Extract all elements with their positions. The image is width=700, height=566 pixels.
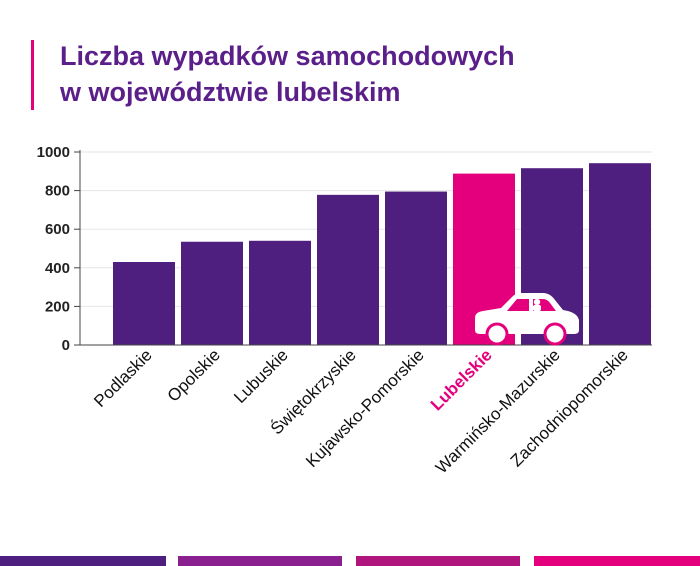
bar-lubuskie — [249, 240, 311, 345]
x-tick-label: Lubelskie — [427, 345, 496, 414]
y-tick-label: 0 — [62, 337, 70, 354]
bar-zachodniopomorskie — [589, 163, 651, 345]
y-tick-label: 1000 — [37, 144, 70, 161]
bars — [113, 163, 651, 345]
x-tick-label: Warmińsko-Mazurskie — [432, 345, 564, 477]
y-axis: 0 200 400 600 800 1000 — [37, 144, 81, 354]
footer-segment — [356, 556, 520, 566]
x-tick-label: Podlaskie — [90, 345, 156, 411]
footer-segment — [0, 556, 166, 566]
y-tick-label: 400 — [45, 260, 70, 277]
y-tick-label: 800 — [45, 183, 70, 200]
x-tick-label: Zachodniopomorskie — [507, 345, 632, 470]
bar-kujawsko-pomorskie — [385, 191, 447, 345]
driver-body — [533, 305, 541, 311]
bar-opolskie — [181, 241, 243, 345]
y-tick-label: 600 — [45, 221, 70, 238]
car-icon — [475, 293, 579, 346]
title-accent-bar — [31, 40, 34, 110]
car-window-front — [507, 299, 529, 311]
chart-title-line-2: w województwie lubelskim — [60, 77, 401, 107]
bar-świętokrzyskie — [317, 194, 379, 345]
footer-segment — [178, 556, 342, 566]
chart-title-line-1: Liczba wypadków samochodowych — [60, 41, 515, 71]
bar-podlaskie — [113, 262, 175, 345]
x-tick-label: Kujawsko-Pomorskie — [302, 345, 428, 471]
car-icon-shape — [475, 293, 579, 346]
x-tick-label: Opolskie — [164, 345, 224, 405]
footer-segment — [534, 556, 700, 566]
chart-title: Liczba wypadków samochodowych w wojewódz… — [60, 38, 515, 110]
x-tick-label: Lubuskie — [230, 345, 292, 407]
driver-head — [533, 298, 541, 306]
x-axis-labels: Podlaskie Opolskie LubuskieŚwiętokrzyskieK… — [80, 344, 652, 477]
car-wheel — [485, 322, 509, 346]
car-wheel — [543, 322, 567, 346]
y-tick-label: 200 — [45, 298, 70, 315]
